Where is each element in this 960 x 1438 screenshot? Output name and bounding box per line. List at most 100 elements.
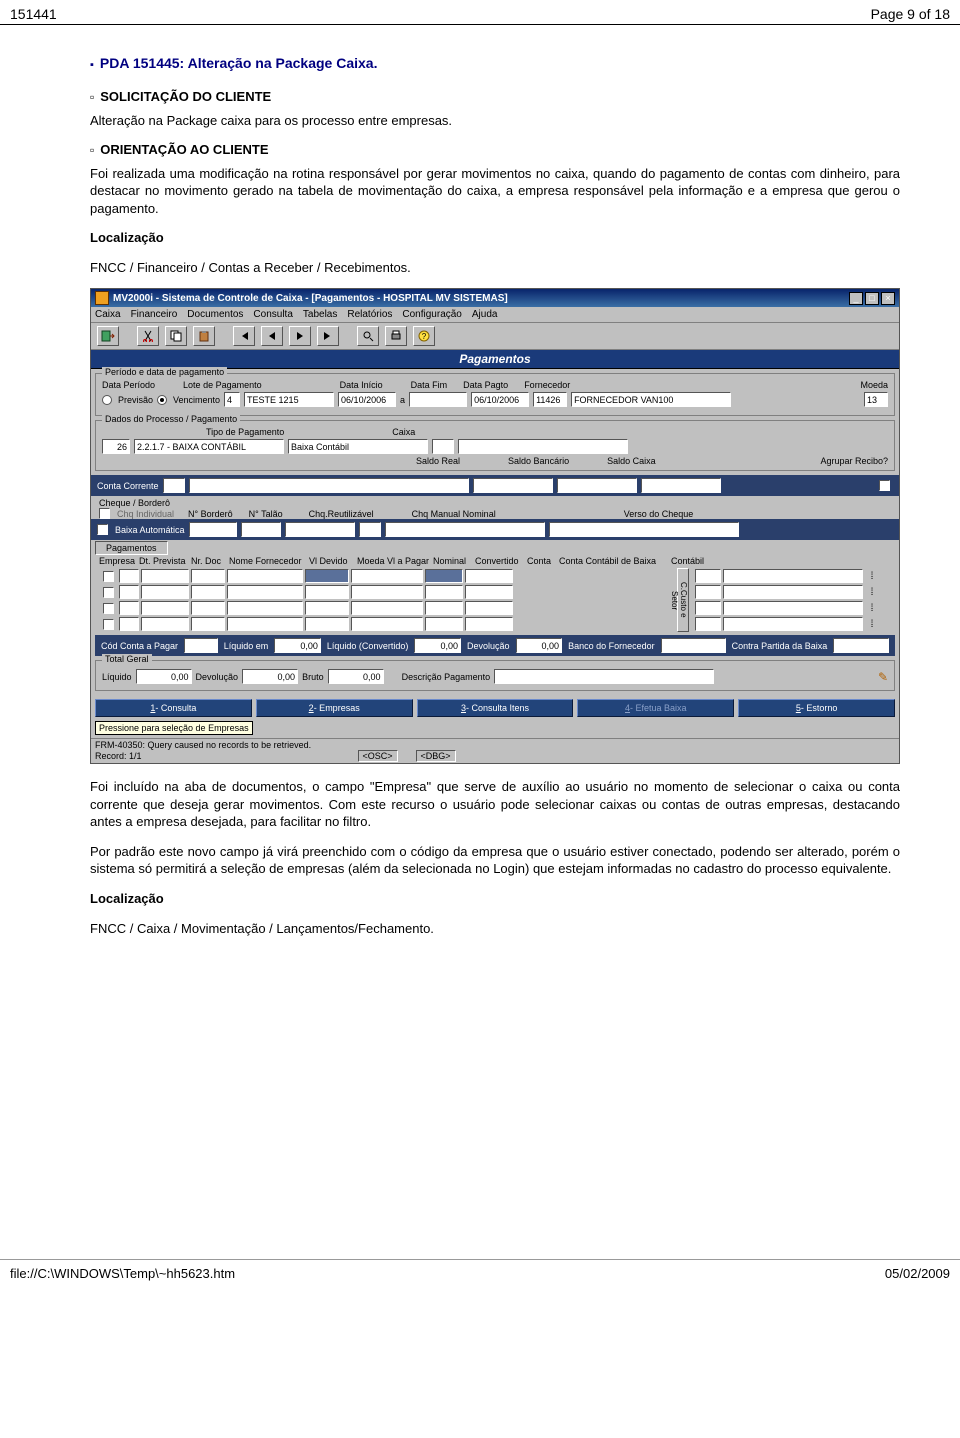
fld-cc-cod[interactable] <box>163 478 185 493</box>
menu-caixa[interactable]: Caixa <box>95 309 121 320</box>
row1-vldev[interactable] <box>305 569 349 583</box>
tool-cut-icon[interactable] <box>137 326 159 346</box>
lbl-caixa: Caixa <box>392 427 415 437</box>
menu-financeiro[interactable]: Financeiro <box>131 309 178 320</box>
localizacao-path-2: FNCC / Caixa / Movimentação / Lançamento… <box>90 920 900 938</box>
tool-search-icon[interactable] <box>357 326 379 346</box>
tool-first-icon[interactable] <box>233 326 255 346</box>
fld-banco-forn[interactable] <box>661 638 726 653</box>
fld-cod-conta[interactable] <box>184 638 218 653</box>
minimize-button[interactable]: _ <box>849 292 863 305</box>
chk-chq-individual[interactable] <box>99 508 110 519</box>
btn-empresas[interactable]: 2 - Empresas <box>256 699 413 717</box>
vbar-ccusto[interactable]: C.Custo e Setor <box>677 568 689 632</box>
btn-consulta[interactable]: 1 - Consulta <box>95 699 252 717</box>
fld-verso[interactable] <box>549 522 739 537</box>
menu-relatorios[interactable]: Relatórios <box>347 309 392 320</box>
fld-data-pagto[interactable]: 06/10/2006 <box>471 392 529 407</box>
btn-efetua-baixa[interactable]: 4 - Efetua Baixa <box>577 699 734 717</box>
row1-conv[interactable] <box>465 569 513 583</box>
lbl-lote: Lote de Pagamento <box>183 380 262 390</box>
tool-help-icon[interactable]: ? <box>413 326 435 346</box>
fld-chq-manual-chk[interactable] <box>359 522 381 537</box>
chk-agrupar[interactable] <box>879 480 890 491</box>
fld-caixa-cod[interactable] <box>432 439 454 454</box>
fld-chq-reutil[interactable] <box>285 522 355 537</box>
fld-cc-desc[interactable] <box>189 478 469 493</box>
radio-vencimento[interactable] <box>157 395 167 405</box>
btn-estorno[interactable]: 5 - Estorno <box>738 699 895 717</box>
tool-exit-icon[interactable] <box>97 326 119 346</box>
lbl-liq-conv: Líquido (Convertido) <box>327 641 409 651</box>
status-dbg: <DBG> <box>416 750 456 762</box>
fld-data-inicio[interactable]: 06/10/2006 <box>338 392 396 407</box>
fld-saldo-real[interactable] <box>473 478 553 493</box>
lbl-n-bordero: N° Borderô <box>188 509 233 519</box>
tool-copy-icon[interactable] <box>165 326 187 346</box>
fld-lote[interactable]: TESTE 1215 <box>244 392 334 407</box>
fld-liq1[interactable]: 0,00 <box>274 638 321 653</box>
chk-baixa-auto[interactable] <box>97 524 108 535</box>
doc-page: Page 9 of 18 <box>871 6 950 22</box>
row3-chk[interactable] <box>103 603 114 614</box>
tool-prev-icon[interactable] <box>261 326 283 346</box>
tool-last-icon[interactable] <box>317 326 339 346</box>
fld-moeda[interactable]: 13 <box>864 392 888 407</box>
btn-consulta-itens[interactable]: 3 - Consulta Itens <box>417 699 574 717</box>
fld-chq-manual[interactable] <box>385 522 545 537</box>
fld-dev[interactable]: 0,00 <box>516 638 563 653</box>
lbl-previsao: Previsão <box>118 395 153 405</box>
fld-n-talao[interactable] <box>241 522 281 537</box>
solicitacao-heading: SOLICITAÇÃO DO CLIENTE <box>90 89 900 104</box>
menu-tabelas[interactable]: Tabelas <box>303 309 337 320</box>
row1-nom[interactable] <box>425 569 463 583</box>
footer-left: file://C:\WINDOWS\Temp\~hh5623.htm <box>10 1266 235 1281</box>
tool-print-icon[interactable] <box>385 326 407 346</box>
row1-chk[interactable] <box>103 571 114 582</box>
fld-desc-pag[interactable] <box>494 669 714 684</box>
fld-n-bordero[interactable] <box>189 522 237 537</box>
fld-saldo-banc[interactable] <box>557 478 637 493</box>
menu-ajuda[interactable]: Ajuda <box>472 309 498 320</box>
tab-pagamentos[interactable]: Pagamentos <box>95 541 168 555</box>
close-button[interactable]: × <box>881 292 895 305</box>
lbl-bruto: Bruto <box>302 672 324 682</box>
tool-paste-icon[interactable] <box>193 326 215 346</box>
lbl-n-talao: N° Talão <box>249 509 283 519</box>
tool-next-icon[interactable] <box>289 326 311 346</box>
row1-emp[interactable] <box>119 569 139 583</box>
maximize-button[interactable]: □ <box>865 292 879 305</box>
row1-dt[interactable] <box>141 569 189 583</box>
row4-chk[interactable] <box>103 619 114 630</box>
fld-proc-desc[interactable]: 2.2.1.7 - BAIXA CONTÁBIL <box>134 439 284 454</box>
row1-forn[interactable] <box>227 569 303 583</box>
fld-forn-cod[interactable]: 11426 <box>533 392 567 407</box>
row1-moeda[interactable] <box>351 569 423 583</box>
fld-total-liq: 0,00 <box>136 669 192 684</box>
menu-consulta[interactable]: Consulta <box>253 309 292 320</box>
fld-liq2[interactable]: 0,00 <box>414 638 461 653</box>
row1-doc[interactable] <box>191 569 225 583</box>
row2-chk[interactable] <box>103 587 114 598</box>
window-title: MV2000i - Sistema de Controle de Caixa -… <box>113 293 847 304</box>
menu-config[interactable]: Configuração <box>402 309 461 320</box>
lbl-data-pagto: Data Pagto <box>463 380 508 390</box>
orientacao-text: Foi realizada uma modificação na rotina … <box>90 165 900 218</box>
app-window: MV2000i - Sistema de Controle de Caixa -… <box>90 288 900 764</box>
fld-tipo-pag[interactable]: Baixa Contábil <box>288 439 428 454</box>
radio-previsao[interactable] <box>102 395 112 405</box>
fld-saldo-caixa[interactable] <box>641 478 721 493</box>
fld-lote-num[interactable]: 4 <box>224 392 240 407</box>
col-empresa: Empresa <box>99 556 137 566</box>
bottom-buttons: 1 - Consulta 2 - Empresas 3 - Consulta I… <box>91 695 899 721</box>
para-a: Foi incluído na aba de documentos, o cam… <box>90 778 900 831</box>
fld-contrapartida[interactable] <box>833 638 889 653</box>
fld-proc-num[interactable]: 26 <box>102 439 130 454</box>
fld-data-fim[interactable] <box>409 392 467 407</box>
edit-icon[interactable]: ✎ <box>878 670 888 684</box>
menu-documentos[interactable]: Documentos <box>187 309 243 320</box>
toolbar: ? <box>91 323 899 350</box>
lbl-total-dev: Devolução <box>196 672 239 682</box>
fld-caixa-desc[interactable] <box>458 439 628 454</box>
fld-fornecedor[interactable]: FORNECEDOR VAN100 <box>571 392 731 407</box>
